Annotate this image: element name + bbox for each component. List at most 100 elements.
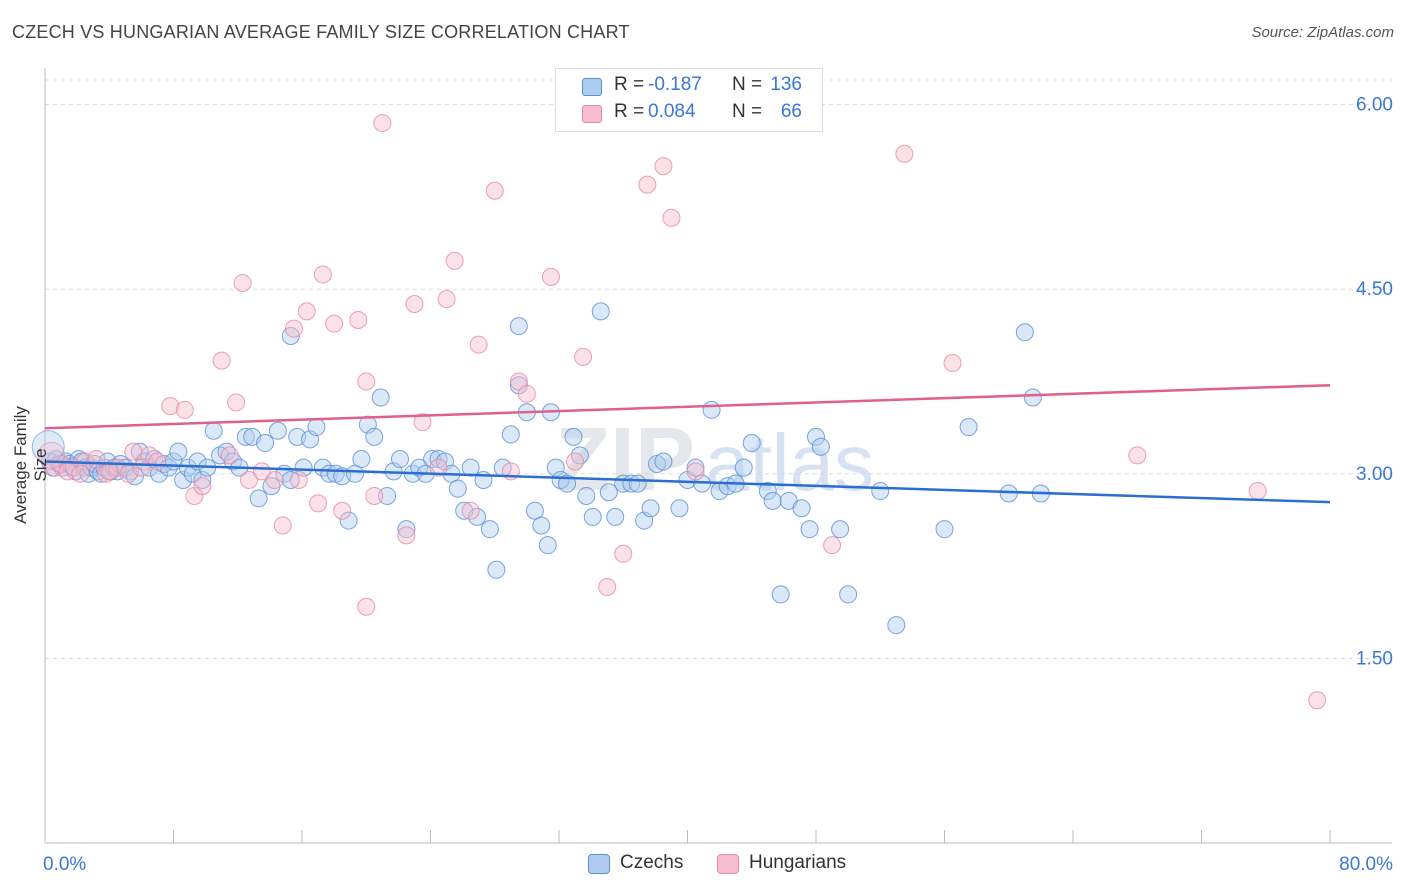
hungarian-point <box>405 294 424 313</box>
hungarian-point <box>97 464 116 483</box>
czech-point <box>159 458 178 477</box>
czech-point <box>558 474 577 493</box>
legend-n-value: 136 <box>770 74 802 95</box>
hungarian-point <box>413 413 432 432</box>
hungarian-point <box>175 400 194 419</box>
bottom-legend-czechs: Czechs <box>588 852 698 878</box>
hungarian-point <box>429 458 448 477</box>
hungarians-label: Hungarians <box>749 852 847 873</box>
czech-point <box>959 418 978 437</box>
czech-point <box>763 491 782 510</box>
czech-point <box>352 450 371 469</box>
czech-point <box>538 536 557 555</box>
czech-point <box>564 427 583 446</box>
czech-point <box>501 425 520 444</box>
czech-point <box>509 317 528 336</box>
y-tick-label: 3.00 <box>1356 464 1393 485</box>
hungarian-point <box>333 501 352 520</box>
czech-point <box>771 585 790 604</box>
y-tick-label: 1.50 <box>1356 648 1393 669</box>
czech-point <box>887 616 906 635</box>
hungarian-point <box>895 144 914 163</box>
hungarian-point <box>1308 691 1327 710</box>
hungarian-point <box>357 597 376 616</box>
czech-point <box>339 511 358 530</box>
legend-r-value: -0.187 <box>648 74 702 95</box>
hungarian-point <box>823 536 842 555</box>
x-tick-label: 80.0% <box>1339 854 1393 875</box>
czech-point <box>145 450 164 469</box>
hungarian-point <box>148 452 167 471</box>
hungarian-point <box>654 157 673 176</box>
czech-point <box>641 499 660 518</box>
czech-swatch <box>582 78 602 96</box>
czech-point <box>236 427 255 446</box>
czech-point <box>811 437 830 456</box>
correlation-legend: R = -0.187 N = 136 R = 0.084 N = 66 <box>555 68 823 132</box>
czech-point <box>570 446 589 465</box>
hungarian-point <box>357 372 376 391</box>
hungarian-point <box>349 310 368 329</box>
hungarian-point <box>193 477 212 496</box>
hungarian-point <box>212 351 231 370</box>
czech-point <box>577 486 596 505</box>
czech-point <box>256 434 275 453</box>
hungarian-swatch <box>582 105 602 123</box>
legend-r-label: R = <box>614 101 645 122</box>
legend-n-label: N = <box>732 74 763 95</box>
czech-point <box>169 442 188 461</box>
legend-r-label: R = <box>614 74 645 95</box>
hungarian-point <box>598 578 617 597</box>
hungarian-point <box>397 526 416 545</box>
czech-point <box>371 388 390 407</box>
czech-point <box>654 452 673 471</box>
hungarian-point <box>485 181 504 200</box>
czech-point <box>487 560 506 579</box>
bottom-legend-hungarians: Hungarians <box>717 852 867 878</box>
legend-n-value: 66 <box>780 101 802 122</box>
czech-point <box>599 483 618 502</box>
czech-point <box>606 507 625 526</box>
czech-point <box>999 484 1018 503</box>
czech-point <box>839 585 858 604</box>
czech-point <box>670 499 689 518</box>
hungarian-point <box>273 516 292 535</box>
czech-point <box>742 434 761 453</box>
hungarian-point <box>100 462 119 481</box>
czech-point <box>758 482 777 501</box>
czech-point <box>130 442 149 461</box>
hungarian-point <box>461 501 480 520</box>
chart-title: CZECH VS HUNGARIAN AVERAGE FAMILY SIZE C… <box>12 22 630 42</box>
czech-point <box>628 474 647 493</box>
czech-point <box>249 489 268 508</box>
hungarian-point <box>943 354 962 373</box>
czech-point <box>307 418 326 437</box>
y-tick-label: 6.00 <box>1356 95 1393 116</box>
hungarian-point <box>517 384 536 403</box>
hungarian-point <box>365 486 384 505</box>
hungarian-point <box>132 458 151 477</box>
legend-n-label: N = <box>732 101 763 122</box>
hungarian-point <box>220 446 239 465</box>
hungarian-point <box>124 442 143 461</box>
hungarian-point <box>227 393 246 412</box>
hungarian-trend-line <box>44 383 1331 430</box>
hungarian-point <box>265 470 284 489</box>
hungarian-point <box>289 470 308 489</box>
czech-point <box>792 499 811 518</box>
hungarian-point <box>1248 482 1267 501</box>
czech-point <box>686 458 705 477</box>
hungarian-point <box>313 265 332 284</box>
czech-point <box>480 520 499 539</box>
legend-row-czechs: R = -0.187 N = 136 <box>556 74 822 100</box>
czech-point <box>378 486 397 505</box>
hungarian-point <box>161 397 180 416</box>
czech-point <box>178 458 197 477</box>
legend-row-hungarians: R = 0.084 N = 66 <box>556 101 822 127</box>
y-axis-title: Average Family Size <box>11 406 50 524</box>
hungarian-point <box>309 494 328 513</box>
hungarian-point <box>239 470 258 489</box>
hungarian-point <box>566 452 585 471</box>
hungarian-point <box>325 314 344 333</box>
czech-point <box>204 421 223 440</box>
